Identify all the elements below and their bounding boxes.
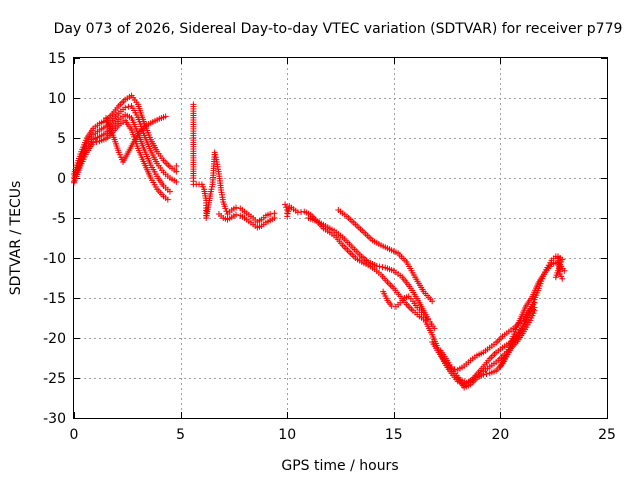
series-track-5 (102, 113, 169, 165)
data-point (373, 263, 380, 269)
x-tick-label: 10 (278, 427, 296, 443)
y-tick-label: 5 (57, 131, 66, 147)
series-track-17 (510, 253, 564, 345)
series-track-10 (335, 207, 436, 305)
data-point (388, 303, 395, 309)
data-point (429, 298, 436, 305)
data-point (283, 204, 290, 211)
data-point (233, 211, 240, 218)
data-point (90, 139, 97, 146)
series-track-6 (173, 101, 278, 225)
data-point (480, 371, 487, 378)
series-track-12 (422, 319, 525, 388)
data-point (531, 304, 538, 311)
x-tick-label: 0 (70, 427, 79, 443)
data-point (166, 188, 173, 195)
y-tick-labels: 15 10 5 0 -5 -10 -15 -20 -25 -30 (43, 51, 66, 427)
data-point (282, 201, 289, 208)
axis-ticks (74, 58, 608, 419)
data-point (93, 139, 100, 145)
series-track-3 (71, 111, 173, 195)
series-track-18 (552, 253, 566, 282)
data-point (164, 196, 171, 203)
data-point (267, 211, 274, 217)
series-track-1 (71, 92, 180, 177)
y-axis-label: SDTVAR / TECUs (8, 181, 24, 296)
plot-frame (73, 57, 608, 419)
data-point (222, 205, 229, 212)
data-point (285, 205, 292, 212)
x-tick-label: 15 (385, 427, 403, 443)
y-tick-label: -20 (43, 331, 66, 347)
y-tick-label: 10 (48, 91, 66, 107)
series-track-7 (215, 211, 278, 231)
x-axis-label: GPS time / hours (281, 458, 398, 474)
y-tick-label: 0 (57, 171, 66, 187)
data-point (162, 113, 169, 120)
data-point (271, 215, 278, 221)
x-tick-label: 5 (176, 427, 185, 443)
data-point (285, 208, 292, 215)
y-tick-label: -5 (52, 211, 66, 227)
data-point (379, 264, 386, 271)
x-tick-labels: 0 5 10 15 20 25 (70, 427, 616, 443)
data-point (125, 103, 132, 110)
data-point (559, 275, 566, 282)
data-point (173, 179, 180, 185)
x-tick-label: 25 (598, 427, 616, 443)
data-point (483, 371, 490, 377)
data-point (561, 267, 568, 274)
data-point (431, 325, 438, 332)
y-tick-label: -25 (43, 371, 66, 387)
data-point (376, 263, 383, 270)
series-track-4 (71, 117, 171, 203)
data-point (284, 210, 291, 217)
chart-title: Day 073 of 2026, Sidereal Day-to-day VTE… (54, 21, 623, 37)
data-point (284, 213, 291, 220)
data-point (122, 104, 129, 111)
y-tick-label: -10 (43, 251, 66, 267)
y-tick-label: -15 (43, 291, 66, 307)
data-points (71, 92, 568, 391)
data-point (173, 168, 180, 175)
y-tick-label: -30 (43, 411, 66, 427)
data-point (173, 163, 180, 169)
data-point (223, 208, 230, 215)
y-tick-label: 15 (48, 51, 66, 67)
data-point (233, 204, 240, 211)
grid-lines (74, 58, 607, 418)
x-tick-label: 20 (491, 427, 509, 443)
series-track-11 (380, 288, 438, 332)
